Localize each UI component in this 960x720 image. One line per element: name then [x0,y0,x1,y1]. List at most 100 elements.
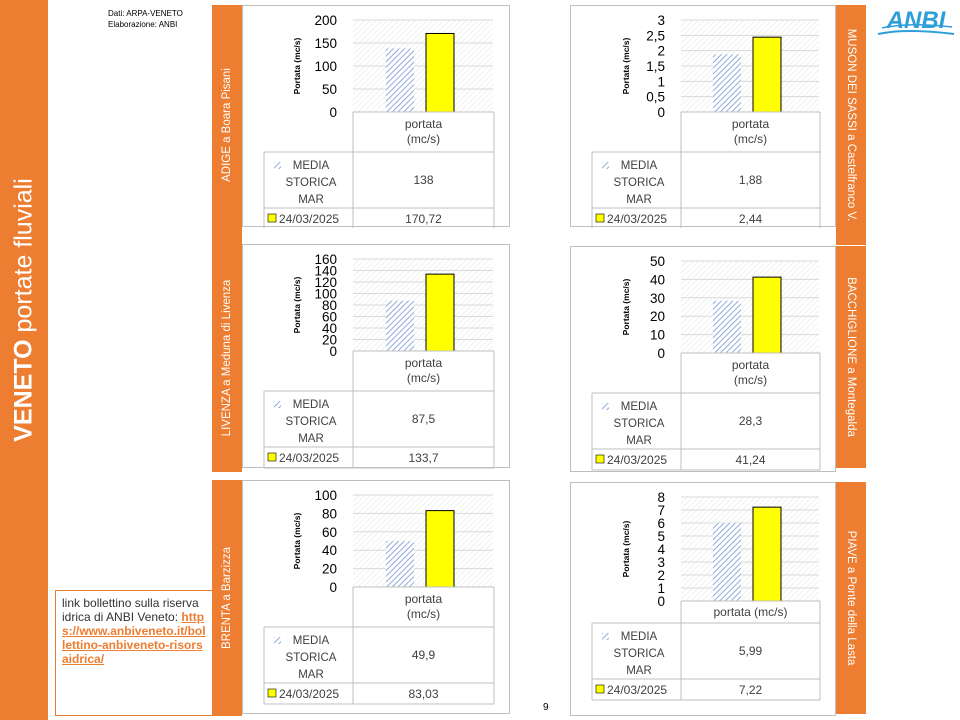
y-tick-label: 0 [329,344,337,359]
chart-svg: 00,511,522,53 Portata (mc/s) portata(mc/s)… [591,13,821,228]
bar-historic-mean [386,300,414,351]
legend-swatch-current [595,213,605,223]
legend-swatch-historic [274,162,281,169]
y-tick-label: 80 [322,506,337,521]
river-flow-chart: 0 20 40 60 80 100 Portata (mc/s) portata (mc/s) M… [242,480,510,714]
bar-historic-mean [713,300,741,353]
y-tick-label: 6 [657,516,665,531]
station-tab: BACCHIGLIONE a Montegalda [836,246,866,468]
chart-svg: 0 10 20 30 40 50 Portata (mc/s) portata(mc/s) ME… [591,254,821,471]
y-tick-label: 100 [314,287,337,302]
logo-wordmark: ANBI [886,7,947,34]
station-name: BRENTA a Barzizza [221,546,233,650]
bar-current-date [425,510,455,588]
station-name: ADIGE a Boara Pisani [221,68,233,182]
data-value-historic: 87,5 [412,412,436,426]
legend-swatch-current [267,213,277,223]
station-tab: PIAVE a Ponte della Lasta [836,482,866,714]
bar-current-date [425,273,455,352]
legend-label-current: 24/03/2025 [279,687,339,701]
y-tick-label: 40 [322,321,337,336]
category-label: portata [405,592,443,606]
legend-label-historic: MAR [626,194,652,206]
river-flow-chart: 0 20 40 60 80 100 120 140 160 Portata (mc/s) porta… [242,244,510,469]
legend-label-historic: STORICA [286,416,337,428]
category-label: (mc/s) [407,607,440,621]
y-tick-label: 40 [322,543,337,558]
category-label: (mc/s) [734,132,767,146]
bar-historic-mean [713,54,741,112]
bar-current-date [752,276,782,354]
y-tick-label: 4 [657,542,665,557]
y-tick-label: 120 [314,275,337,290]
anbi-logo: ANBI [877,7,955,35]
legend-label-historic: MEDIA [621,160,658,172]
legend-swatch-historic [274,637,281,644]
y-tick-label: 10 [650,328,665,343]
y-tick-label: 2,5 [646,28,665,43]
legend-label-historic: MEDIA [293,399,330,411]
y-tick-label: 8 [657,490,665,505]
station-name: PIAVE a Ponte della Lasta [845,530,857,666]
bulletin-link[interactable]: https://www.anbiveneto.it/bollettino-anb… [62,610,206,666]
y-tick-label: 50 [322,82,337,97]
category-label: portata [732,117,770,131]
river-flow-chart: 0 50 100 150 200 Portata (mc/s) portata (mc/s) M… [242,5,510,228]
legend-label-historic: MAR [626,435,652,447]
legend-label-current: 24/03/2025 [279,212,339,226]
y-tick-label: 100 [314,59,337,74]
category-label: (mc/s) [407,371,440,385]
page-title-rest: portate fluviali [9,178,38,340]
river-flow-chart: 0 0,5 1 1,5 2 2,5 3 Portata (mc/s) portata (mc/s)… [570,5,836,228]
y-tick-label: 50 [650,254,665,269]
y-tick-label: 20 [650,309,665,324]
legend-label-current: 24/03/2025 [607,453,667,467]
legend-label-historic: MAR [626,665,652,677]
plot-area [353,495,493,587]
y-axis-label: Portata (mc/s) [621,278,631,335]
y-axis-label: Portata (mc/s) [292,37,302,94]
station-name: MUSON DEI SASSI a Castelfranco V. [845,28,857,222]
legend-label-historic: MEDIA [621,631,658,643]
data-value-historic: 49,9 [412,648,436,662]
y-axis-label: Portata (mc/s) [621,37,631,94]
station-name: BACCHIGLIONE a Montegalda [845,277,857,437]
bar-current-date [752,506,782,602]
y-tick-label: 0 [657,594,665,609]
bulletin-link-text: link bollettino sulla riserva idrica di … [62,596,199,624]
bar-historic-mean [713,523,741,601]
y-tick-label: 1 [657,74,665,89]
y-axis-label: Portata (mc/s) [292,276,302,333]
legend-label-current: 24/03/2025 [279,451,339,465]
legend-label-historic: STORICA [614,177,665,189]
y-tick-label: 5 [657,529,665,544]
data-value-current: 41,24 [735,453,765,467]
y-tick-label: 140 [314,264,337,279]
source-line: Dati: ARPA-VENETO [108,9,183,18]
bulletin-link-box: link bollettino sulla riserva idrica di … [55,590,213,716]
legend-label-historic: STORICA [614,648,665,660]
y-axis-label: Portata (mc/s) [292,512,302,569]
station-tab: BRENTA a Barzizza [212,480,242,716]
category-label: portata [405,117,443,131]
chart-svg: 0 50 100 150 200 Portata (mc/s) portata(mc/s) M… [263,13,495,228]
legend-label-historic: MEDIA [293,160,330,172]
category-label: portata [405,356,443,370]
legend-label-historic: STORICA [614,418,665,430]
station-tab: ADIGE a Boara Pisani [212,5,242,245]
plot-area [681,261,819,353]
river-flow-chart: 0 1 2 3 4 5 6 7 8 Portata (mc/s) portata (mc/s) MED… [570,482,836,716]
data-value-historic: 5,99 [739,644,763,658]
data-value-historic: 138 [413,173,433,187]
y-tick-label: 20 [322,333,337,348]
station-name: LIVENZA a Meduna di Livenza [221,279,233,437]
category-label: portata [732,358,770,372]
data-value-current: 7,22 [739,683,763,697]
data-value-current: 133,7 [408,451,438,465]
station-tab: LIVENZA a Meduna di Livenza [212,244,242,472]
page-title-bold: VENETO [9,339,38,442]
legend-label-historic: MAR [298,669,324,681]
category-label: portata (mc/s) [713,605,787,619]
